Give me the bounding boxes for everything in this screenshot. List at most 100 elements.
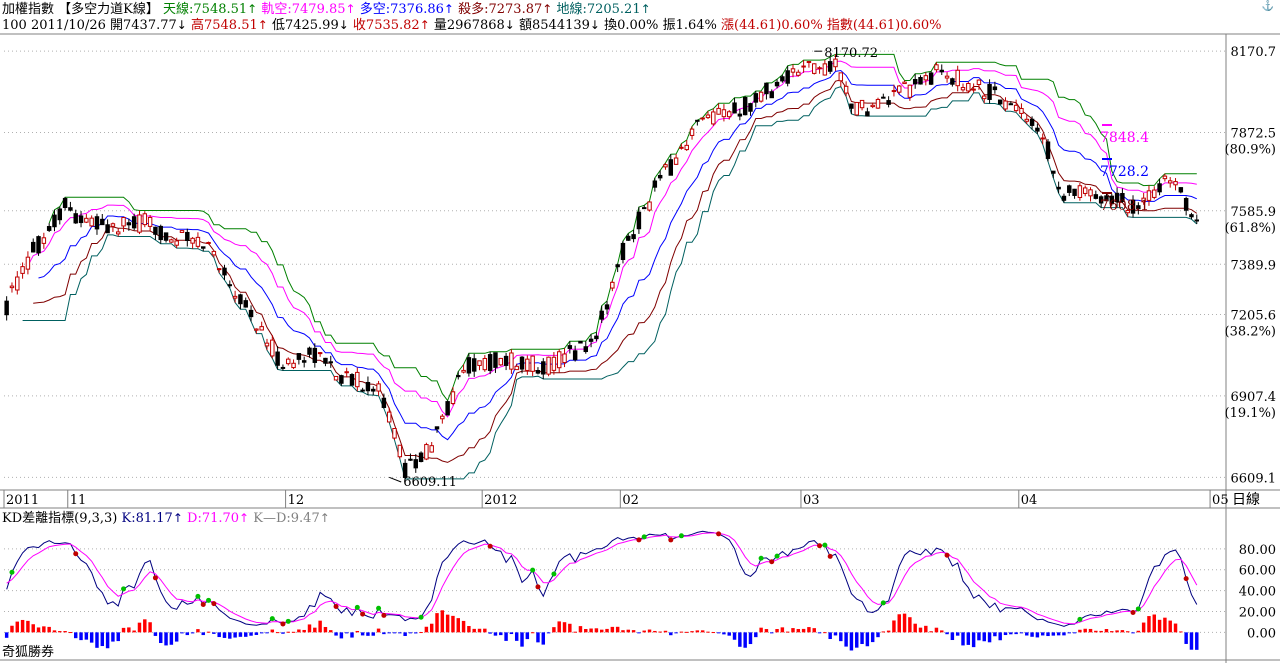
candle-body: [785, 70, 790, 84]
candle-body: [732, 102, 737, 114]
candle-body: [73, 213, 78, 224]
kd-diff-bar: [429, 623, 434, 633]
kd-diff-bar: [1088, 628, 1093, 633]
kd-diff-bar: [196, 629, 200, 633]
death-cross-marker: [817, 543, 823, 549]
kd-diff-bar: [934, 627, 939, 633]
kd-diff-bar: [1078, 629, 1082, 633]
candle-body: [68, 207, 73, 211]
kd-diff-bar: [754, 632, 758, 638]
kd-diff-bar: [684, 631, 689, 633]
kd-diff-bar: [860, 632, 864, 645]
candle-body: [716, 107, 721, 115]
candle-body: [9, 285, 15, 289]
kd-diff-bar: [727, 632, 731, 636]
kd-diff-bar: [663, 630, 668, 633]
candle-body: [822, 63, 828, 76]
candle-body: [519, 356, 525, 370]
candle-body: [301, 360, 307, 363]
candle-body: [429, 445, 434, 453]
kd-diff-bar: [695, 630, 700, 633]
candle-body: [1157, 183, 1162, 193]
candle-body: [572, 350, 578, 361]
candle-body: [365, 381, 371, 392]
candle-body: [307, 347, 312, 355]
kd-diff-bar: [940, 630, 944, 633]
candle-body: [881, 96, 886, 99]
kd-diff-bar: [1136, 630, 1141, 633]
kd-diff-bar: [42, 626, 46, 633]
golden-cross-marker: [641, 534, 647, 540]
kd-diff-bar: [217, 632, 221, 638]
candle-body: [477, 360, 482, 366]
kd-diff-bar: [504, 632, 508, 641]
candle-body: [434, 426, 440, 430]
kd-diff-bar: [318, 620, 322, 633]
kd-diff-bar: [105, 632, 110, 649]
candle-body: [514, 365, 519, 371]
low-annotation-pointer: [389, 476, 402, 483]
candle-body: [684, 144, 689, 151]
candle-body: [487, 354, 493, 371]
candle-body: [1051, 170, 1056, 174]
kd-diff-bar: [897, 614, 901, 633]
kd-diff-bar: [1184, 632, 1188, 644]
golden-cross-marker: [354, 604, 360, 610]
kd-diff-bar: [169, 632, 174, 645]
kd-diff-bar: [610, 626, 615, 633]
candle-body: [652, 180, 658, 188]
candle-body: [950, 78, 955, 85]
candle-body: [232, 295, 238, 299]
kd-diff-bar: [626, 629, 631, 633]
kd-diff-bar: [801, 628, 806, 633]
kd-diff-bar: [594, 628, 599, 633]
fib-percent-label: (80.9%): [1225, 143, 1276, 158]
kd-diff-bar: [1040, 632, 1045, 636]
kd-diff-bar: [886, 630, 891, 633]
kd-diff-bar: [647, 629, 652, 633]
candle-body: [727, 111, 732, 118]
death-cross-marker: [73, 551, 79, 557]
death-cross-marker: [1183, 576, 1189, 582]
candle-body: [179, 230, 185, 233]
candle-body: [636, 211, 642, 230]
candle-body: [976, 79, 982, 85]
candle-body: [243, 300, 248, 308]
kd-diff-bar: [132, 630, 136, 633]
kd-diff-bar: [153, 632, 158, 636]
candle-body: [679, 146, 684, 149]
kd-diff-bar: [419, 632, 423, 634]
time-axis-label: 2011: [6, 493, 39, 508]
candle-body: [1162, 175, 1168, 180]
kd-tick-label: 40.00: [1239, 585, 1276, 600]
candle-body: [966, 82, 971, 92]
candle-body: [259, 326, 264, 331]
candle-body: [1008, 103, 1014, 106]
candle-body: [583, 346, 589, 353]
candle-body: [1130, 199, 1136, 214]
candle-body: [535, 370, 541, 374]
candle-body: [89, 217, 94, 227]
kd-diff-bar: [1152, 614, 1157, 633]
kd-diff-bar: [977, 632, 981, 641]
kd-diff-bar: [669, 632, 673, 636]
kd-diff-bar: [711, 632, 716, 634]
candle-body: [418, 452, 424, 463]
candle-body: [780, 76, 785, 82]
kd-diff-bar: [1189, 632, 1194, 650]
candle-body: [153, 226, 158, 235]
quote-low: 低7425.99↓: [271, 18, 349, 33]
candle-body: [1183, 198, 1189, 211]
kd-diff-bar: [1173, 623, 1178, 633]
kd-diff-bar: [855, 632, 859, 648]
anchor-icon[interactable]: ⚓: [1261, 1, 1274, 12]
candle-body: [891, 90, 897, 93]
candle-body: [174, 240, 179, 246]
candle-body: [227, 284, 233, 287]
kd-diff-bar: [573, 631, 577, 633]
kd-diff-bar: [1094, 630, 1098, 633]
duo-line-label: 多空:7376.86↑: [359, 2, 454, 17]
kd-tick-label: 60.00: [1239, 564, 1276, 579]
kd-diff-bar: [1157, 619, 1162, 633]
